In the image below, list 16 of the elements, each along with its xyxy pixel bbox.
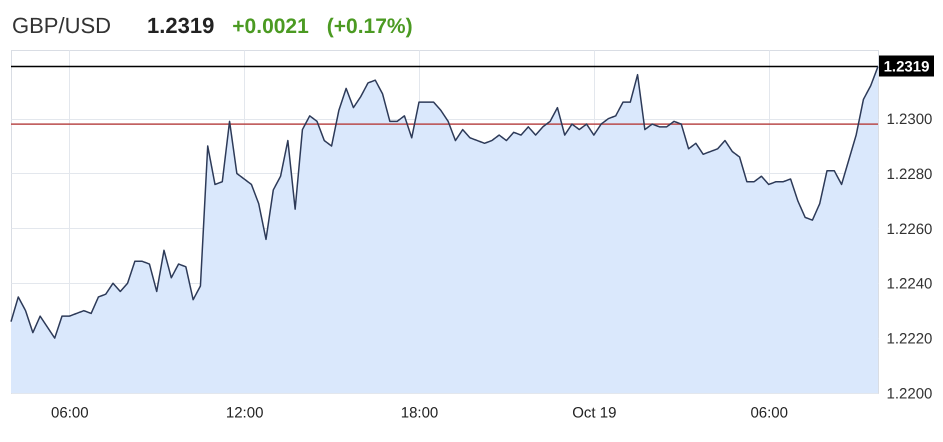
text: +0.0021	[232, 15, 310, 38]
y-tick-label: 1.2200	[886, 386, 932, 402]
y-tick-label: 1.2280	[886, 166, 932, 183]
x-tick-label: 06:00	[750, 404, 788, 422]
x-tick-label: 06:00	[51, 404, 89, 422]
text: (+0.17%)	[326, 15, 413, 38]
text: 1.2319	[147, 13, 214, 38]
y-tick-label: 1.2240	[886, 276, 932, 293]
x-tick-label: 18:00	[400, 404, 438, 422]
y-tick-label: 1.2300	[886, 111, 932, 128]
ref-line-label: 1.2319	[884, 58, 930, 76]
x-tick-label: 12:00	[226, 404, 264, 422]
x-tick-label: Oct 19	[572, 404, 616, 422]
chart-title: GBP/USD	[12, 13, 112, 38]
y-tick-label: 1.2220	[886, 330, 932, 348]
y-tick-label: 1.2260	[886, 220, 932, 238]
